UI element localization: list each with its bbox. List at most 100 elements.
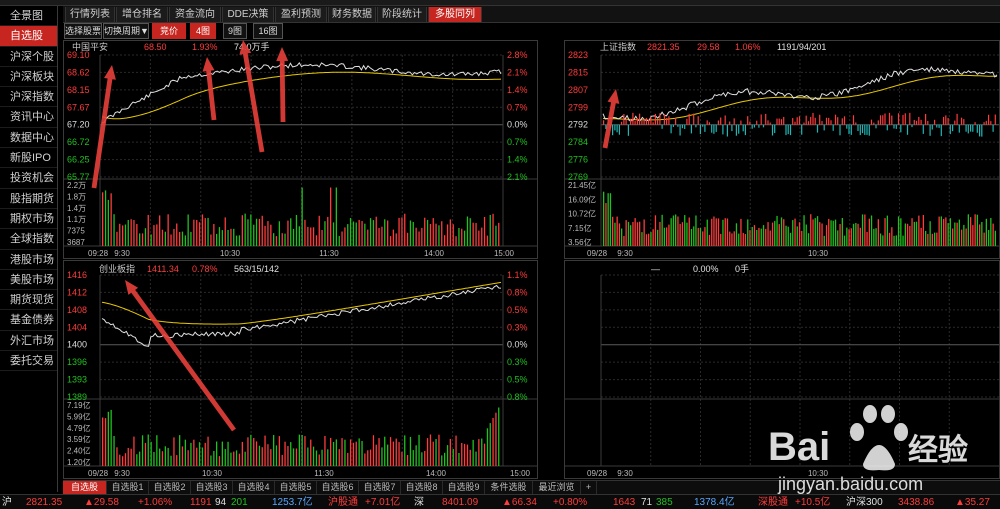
mid-bar <box>722 124 724 135</box>
chart-panel-bottom-right[interactable]: 09/28 9:30 10:30 — 0.00% 0手 <box>564 260 1000 479</box>
mid-bar <box>945 115 947 125</box>
bottom-tab-11[interactable]: 最近浏览 <box>533 481 581 495</box>
tab-2[interactable]: 资金流向 <box>169 7 221 22</box>
mid-bar <box>780 119 783 125</box>
mid-bar <box>630 118 632 125</box>
volume-bar <box>489 423 491 466</box>
sidebar-item-16[interactable]: 外汇市场 <box>0 331 57 352</box>
sidebar-item-14[interactable]: 期货现货 <box>0 290 57 311</box>
mid-bar <box>868 124 870 136</box>
select-stock-button[interactable]: 选择股票 <box>64 23 102 39</box>
bottom-tab-8[interactable]: 自选股8 <box>401 481 443 495</box>
mid-bar <box>823 124 825 131</box>
mid-bar <box>652 122 654 125</box>
sidebar-item-9[interactable]: 股指期货 <box>0 189 57 209</box>
volume-bar <box>992 223 994 246</box>
chart-panel-top-left[interactable]: 69.10 68.62 68.15 67.67 67.20 66.72 66.25 65.77… <box>63 40 538 259</box>
sidebar-item-0[interactable]: 全景图 <box>0 6 57 27</box>
volume-bar <box>483 443 486 466</box>
volume-bar <box>776 215 778 246</box>
bottom-tab-4[interactable]: 自选股4 <box>233 481 275 495</box>
volume-bar <box>663 227 666 246</box>
volume-bar <box>122 225 124 246</box>
left-sidebar: 全景图 自选股 沪深个股 沪深板块 沪深指数 资讯中心 数据中心 新股IPO 投资机会 股指期货期… <box>0 6 58 492</box>
mid-bar <box>785 124 787 136</box>
sidebar-item-17[interactable]: 委托交易 <box>0 351 57 372</box>
bottom-tab-6[interactable]: 自选股6 <box>317 481 359 495</box>
mid-bar <box>929 124 931 136</box>
volume-bar <box>839 224 841 246</box>
volume-bar <box>868 218 870 246</box>
sidebar-item-12[interactable]: 港股市场 <box>0 250 57 270</box>
bottom-tab-7[interactable]: 自选股7 <box>359 481 401 495</box>
sidebar-item-7[interactable]: 新股IPO <box>0 148 57 169</box>
volume-bar <box>958 219 960 246</box>
volume-bar <box>164 231 166 246</box>
volume-bar <box>361 441 363 466</box>
volume-bar <box>235 450 238 466</box>
bottom-tab-10[interactable]: 条件选股 <box>485 481 533 495</box>
time-label: 15:00 <box>510 469 531 478</box>
volume-axis-label: 21.45亿 <box>568 180 596 190</box>
mid-bar <box>702 124 704 127</box>
time-label: 10:30 <box>220 249 241 258</box>
sidebar-item-5[interactable]: 资讯中心 <box>0 107 57 128</box>
volume-bar <box>643 219 645 246</box>
sidebar-item-13[interactable]: 美股市场 <box>0 270 57 291</box>
switch-period-dropdown[interactable]: 切换周期▼ <box>103 23 149 39</box>
sidebar-item-3[interactable]: 沪深板块 <box>0 67 57 88</box>
bottom-tab-5[interactable]: 自选股5 <box>275 481 317 495</box>
volume-bar <box>344 227 346 246</box>
tab-1[interactable]: 增仓排名 <box>116 7 168 22</box>
volume-bar <box>318 454 320 466</box>
volume-bar <box>798 222 801 246</box>
volume-bar <box>141 233 144 246</box>
mid-bar <box>852 115 855 125</box>
mid-bar <box>753 124 755 128</box>
grid-9-button[interactable]: 9图 <box>223 23 247 39</box>
volume-bar <box>810 214 812 246</box>
tab-6[interactable]: 阶段统计 <box>377 7 427 22</box>
volume-bar <box>218 456 221 466</box>
bottom-tab-3[interactable]: 自选股3 <box>191 481 233 495</box>
chart-panel-top-right[interactable]: 2823 2815 2807 2799 2792 2784 2776 2769 21.45亿 16… <box>564 40 1000 259</box>
tab-0[interactable]: 行情列表 <box>65 7 115 22</box>
tab-5[interactable]: 财务数据 <box>328 7 376 22</box>
volume-bar <box>104 190 107 246</box>
volume-bar <box>954 222 956 246</box>
sidebar-item-6[interactable]: 数据中心 <box>0 128 57 149</box>
grid-16-button[interactable]: 16图 <box>253 23 283 39</box>
volume-bar <box>230 452 232 466</box>
right-axis-label: 0.8% <box>507 287 528 297</box>
chart-panel-bottom-left[interactable]: 1416 1412 1408 1404 1400 1396 1393 1389 1.1% 0.8%… <box>63 260 538 479</box>
volume-bar <box>238 453 241 466</box>
left-axis-label: 2792 <box>568 120 588 130</box>
sidebar-item-10[interactable]: 期权市场 <box>0 209 57 230</box>
volume-bar <box>481 227 483 246</box>
sidebar-item-8[interactable]: 投资机会 <box>0 168 57 189</box>
volume-bar <box>803 215 805 246</box>
mid-bar <box>812 112 814 125</box>
bottom-tab-1[interactable]: 自选股1 <box>107 481 149 495</box>
bottom-tab-9[interactable]: 自选股9 <box>443 481 485 495</box>
sgt-label: 深股通 <box>758 497 788 508</box>
tab-4[interactable]: 盈利预测 <box>275 7 327 22</box>
bottom-tab-0[interactable]: 自选股 <box>63 481 107 495</box>
volume-bar <box>834 219 837 246</box>
sidebar-item-2[interactable]: 沪深个股 <box>0 47 57 67</box>
bottom-tab-2[interactable]: 自选股2 <box>149 481 191 495</box>
sidebar-item-15[interactable]: 基金债券 <box>0 310 57 331</box>
sidebar-item-1[interactable]: 自选股 <box>0 26 57 47</box>
tab-7[interactable]: 多股同列 <box>428 7 482 22</box>
volume-bar <box>478 439 480 466</box>
volume-bar <box>909 226 911 246</box>
grid-4-button[interactable]: 4图 <box>190 23 216 39</box>
bottom-tab-12[interactable]: + <box>581 481 597 495</box>
price-button[interactable]: 竞价 <box>152 23 186 39</box>
volume-bar <box>866 232 868 246</box>
mid-bar <box>985 120 987 125</box>
volume-bar <box>150 234 152 246</box>
sidebar-item-11[interactable]: 全球指数 <box>0 229 57 250</box>
tab-3[interactable]: DDE决策 <box>222 7 274 22</box>
sidebar-item-4[interactable]: 沪深指数 <box>0 87 57 108</box>
